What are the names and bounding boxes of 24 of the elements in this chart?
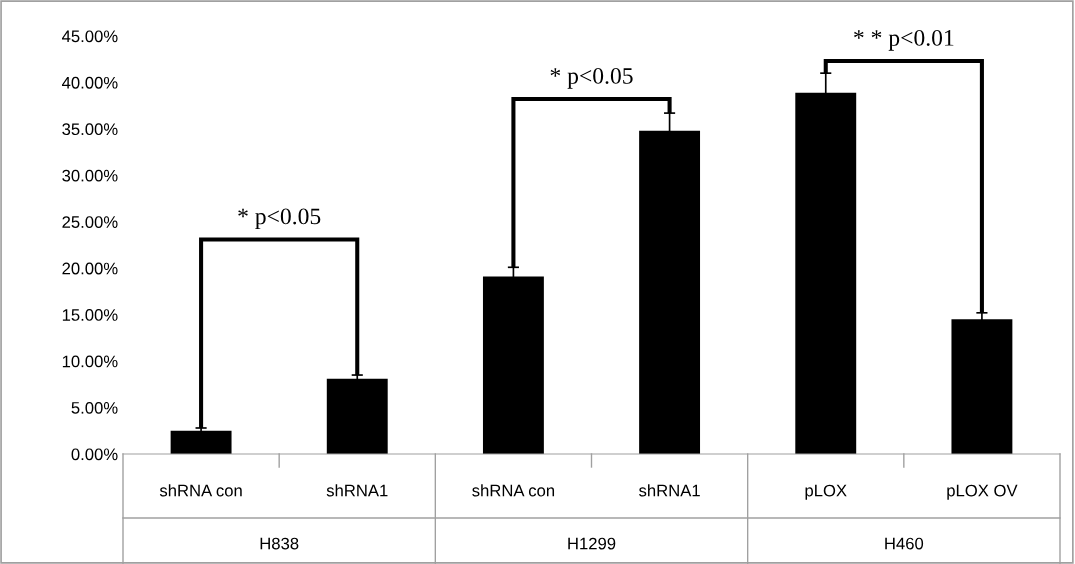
y-tick-label: 30.00% <box>62 169 118 182</box>
annotation: * p<0.05 <box>550 67 633 89</box>
y-tick-label: 10.00% <box>62 355 118 368</box>
y-tick-label: 25.00% <box>62 216 118 228</box>
y-tick-label: 0.00% <box>71 448 118 461</box>
x-tick-label: shRNA1 <box>326 484 388 497</box>
y-tick-label: 15.00% <box>62 309 118 321</box>
x-tick-label: shRNA con <box>472 484 555 497</box>
x-tick-label: pLOX <box>805 484 847 500</box>
y-tick-label: 40.00% <box>62 76 118 89</box>
x-tick-label: shRNA con <box>159 484 242 497</box>
x-tick-label: shRNA1 <box>639 484 700 497</box>
y-tick-label: 35.00% <box>62 123 118 136</box>
x-tick-label: pLOX OV <box>947 484 1018 500</box>
bar <box>170 430 232 454</box>
y-tick-label: 20.00% <box>62 262 118 275</box>
annotation: * * p<0.01 <box>854 29 954 51</box>
text: H1299 <box>568 537 616 550</box>
text: H838 <box>260 537 299 550</box>
bar <box>326 378 388 454</box>
y-tick-label: 5.00% <box>71 401 118 414</box>
text: H460 <box>885 537 924 550</box>
annotation: * p<0.05 <box>238 208 321 230</box>
y-tick-label: 45.00% <box>62 30 118 43</box>
